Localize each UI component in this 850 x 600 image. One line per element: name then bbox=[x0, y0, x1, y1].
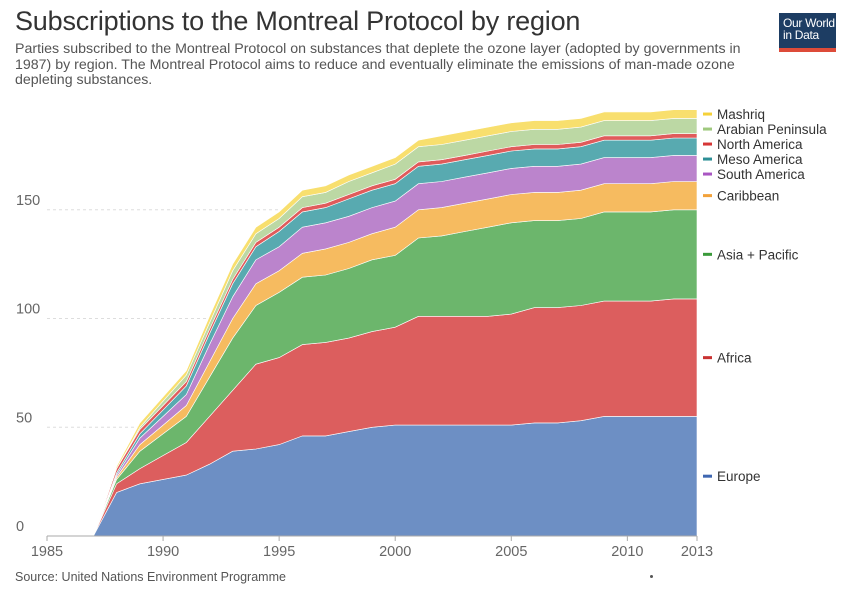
y-tick-label: 50 bbox=[16, 410, 32, 426]
chart-title: Subscriptions to the Montreal Protocol b… bbox=[15, 6, 581, 36]
legend-label-north-america[interactable]: North America bbox=[717, 137, 803, 152]
legend-swatch bbox=[703, 172, 712, 176]
legend-swatch bbox=[703, 252, 712, 256]
legend-label-arabian-peninsula[interactable]: Arabian Peninsula bbox=[717, 122, 827, 137]
legend-label-mashriq[interactable]: Mashriq bbox=[717, 107, 765, 122]
x-tick-label: 2010 bbox=[611, 544, 643, 560]
logo-bar bbox=[779, 48, 836, 52]
legend-label-south-america[interactable]: South America bbox=[717, 167, 805, 182]
y-axis: 0 50 100 150 bbox=[16, 193, 40, 535]
area-mashriq[interactable] bbox=[47, 109, 698, 537]
legend-swatch bbox=[703, 127, 712, 131]
logo-line-2: in Data bbox=[783, 28, 819, 42]
x-tick-label: 1985 bbox=[31, 544, 63, 560]
legend-label-caribbean[interactable]: Caribbean bbox=[717, 189, 779, 204]
legend-label-europe[interactable]: Europe bbox=[717, 469, 761, 484]
y-tick-label: 100 bbox=[16, 302, 40, 318]
legend-swatch bbox=[703, 474, 712, 478]
legend-label-meso-america[interactable]: Meso America bbox=[717, 152, 803, 167]
legend-swatch bbox=[703, 112, 712, 116]
x-axis: 1985 1990 1995 2000 2005 2010 2013 bbox=[31, 535, 713, 560]
x-tick-label: 1990 bbox=[147, 544, 179, 560]
legend-swatch bbox=[703, 142, 712, 146]
y-tick-label: 150 bbox=[16, 193, 40, 209]
owid-logo[interactable]: Our World in Data bbox=[779, 13, 836, 52]
x-tick-label: 2000 bbox=[379, 544, 411, 560]
y-tick-label: 0 bbox=[16, 519, 24, 535]
source-note: Source: United Nations Environment Progr… bbox=[15, 570, 286, 584]
x-tick-label: 2013 bbox=[681, 544, 713, 560]
x-tick-label: 1995 bbox=[263, 544, 295, 560]
legend-swatch bbox=[703, 157, 712, 161]
legend-swatch bbox=[703, 356, 712, 360]
legend-swatch bbox=[703, 194, 712, 198]
x-tick-label: 2005 bbox=[495, 544, 527, 560]
legend-label-asia-pacific[interactable]: Asia + Pacific bbox=[717, 247, 799, 262]
legend-label-africa[interactable]: Africa bbox=[717, 351, 752, 366]
chart-subtitle: Parties subscribed to the Montreal Proto… bbox=[15, 41, 741, 88]
logo-line-1: Our World bbox=[783, 16, 835, 30]
area-series bbox=[47, 109, 698, 537]
dot-marker bbox=[650, 575, 653, 578]
